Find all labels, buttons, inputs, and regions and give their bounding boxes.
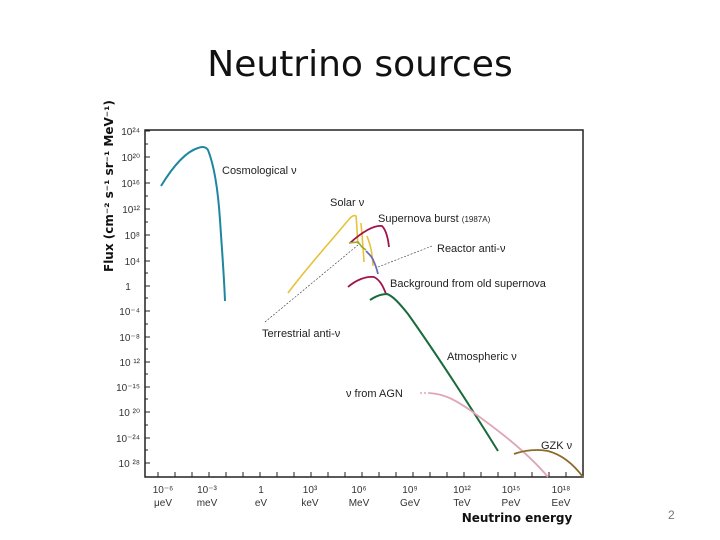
label-solar: Solar ν — [330, 197, 365, 209]
x-axis-ticks — [157, 472, 567, 477]
slide-title: Neutrino sources — [207, 44, 513, 85]
y-tick-label: 10²⁴ — [121, 127, 140, 138]
y-tick-label: 10 ²⁸ — [119, 459, 140, 470]
y-tick-label: 10¹² — [122, 205, 140, 216]
label-reactor: Reactor anti-ν — [437, 243, 506, 255]
x-tick-value: 10¹² — [453, 485, 471, 496]
y-tick-label: 10⁻¹⁵ — [116, 383, 140, 394]
x-tick-value: 10¹⁵ — [502, 485, 521, 496]
curve-supernova-burst — [349, 225, 390, 248]
x-tick-unit: GeV — [400, 498, 420, 509]
y-tick-label: 10⁴ — [125, 257, 140, 268]
label-terrestrial: Terrestrial anti-ν — [262, 328, 341, 340]
y-tick-label: 10 ¹² — [119, 358, 140, 369]
y-axis-ticks — [145, 130, 150, 464]
x-tick-unit: meV — [197, 498, 218, 509]
x-tick-unit: TeV — [453, 498, 471, 509]
label-atmospheric: Atmospheric ν — [447, 351, 517, 363]
x-tick-unit: EeV — [552, 498, 571, 509]
x-tick-value: 10¹⁸ — [552, 485, 571, 496]
leader-reactor — [377, 245, 433, 268]
curve-reactor-anti-nu — [365, 250, 379, 275]
y-tick-label: 10⁻⁴ — [119, 307, 140, 318]
x-tick-value: 10⁻⁶ — [153, 485, 174, 496]
x-tick-value: 10⁻³ — [197, 485, 217, 496]
y-tick-label: 10⁻⁸ — [119, 333, 140, 344]
x-tick-unit: eV — [255, 498, 268, 509]
label-old-supernova: Background from old supernova — [390, 278, 547, 290]
y-tick-label: 10⁻²⁴ — [116, 434, 140, 445]
label-gzk: GZK ν — [541, 440, 573, 452]
curve-old-supernova — [347, 275, 387, 295]
label-supernova-burst: Supernova burst (1987A) — [378, 213, 491, 225]
curve-gzk — [513, 449, 584, 478]
x-tick-value: 10⁹ — [402, 485, 417, 496]
y-tick-label: 1 — [125, 282, 131, 293]
leader-terrestrial — [264, 244, 359, 323]
label-agn: ν from AGN — [346, 388, 403, 400]
x-tick-value: 1 — [258, 485, 264, 496]
label-cosmological: Cosmological ν — [222, 165, 297, 177]
curve-terrestrial-anti-nu — [348, 241, 367, 251]
y-tick-labels: 10²⁴ 10²⁰ 10¹⁶ 10¹² 10⁸ 10⁴ 1 10⁻⁴ 10⁻⁸ … — [116, 127, 141, 470]
y-tick-label: 10¹⁶ — [121, 179, 140, 190]
y-tick-label: 10²⁰ — [122, 153, 140, 164]
curve-cosmological — [160, 145, 226, 302]
curve-solar — [287, 214, 374, 294]
y-tick-label: 10⁸ — [125, 231, 140, 242]
x-axis-title: Neutrino energy — [462, 511, 573, 525]
x-tick-value: 10⁶ — [351, 485, 366, 496]
curve-atmospheric — [369, 292, 499, 452]
x-tick-labels: 10⁻⁶ μeV 10⁻³ meV 1 eV 10³ keV 10⁶ MeV 1… — [153, 485, 571, 509]
x-tick-unit: PeV — [502, 498, 521, 509]
y-tick-label: 10 ²⁰ — [119, 408, 140, 419]
x-tick-value: 10³ — [303, 485, 318, 496]
y-axis-title: Flux (cm⁻² s⁻¹ sr⁻¹ MeV⁻¹) — [102, 100, 116, 272]
curve-agn — [428, 392, 549, 478]
x-tick-unit: MeV — [349, 498, 370, 509]
page-number: 2 — [668, 508, 675, 522]
plot-frame — [144, 129, 584, 478]
x-tick-unit: μeV — [154, 498, 172, 509]
x-tick-unit: keV — [301, 498, 319, 509]
